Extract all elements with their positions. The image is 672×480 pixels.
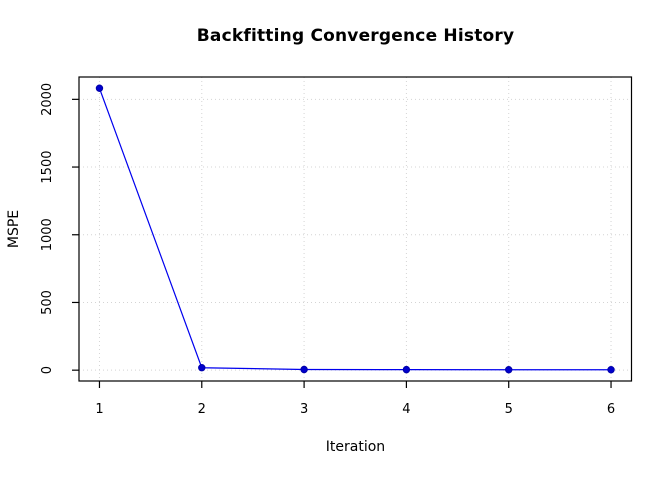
x-tick-label: 3 (300, 402, 308, 417)
plot-box (78, 76, 633, 382)
data-point (198, 364, 206, 372)
x-tick-label: 5 (505, 402, 513, 417)
data-point (402, 365, 411, 374)
data-point (300, 365, 308, 374)
x-axis-label: Iteration (325, 439, 386, 455)
series-line (98, 88, 612, 371)
data-point (95, 84, 104, 92)
y-tick-label: 2000 (40, 83, 55, 116)
y-tick-label: 0 (40, 366, 55, 374)
y-tick-label: 500 (40, 290, 55, 315)
x-tick-label: 4 (402, 402, 410, 417)
x-tick-label: 1 (95, 402, 103, 417)
data-point (607, 366, 615, 374)
y-tick-label: 1000 (40, 218, 55, 251)
chart-title: Backfitting Convergence History (196, 26, 515, 46)
y-tick-label: 1500 (40, 151, 55, 184)
x-tick-label: 2 (198, 402, 206, 417)
data-point (505, 366, 513, 374)
x-tick-label: 6 (607, 402, 615, 417)
